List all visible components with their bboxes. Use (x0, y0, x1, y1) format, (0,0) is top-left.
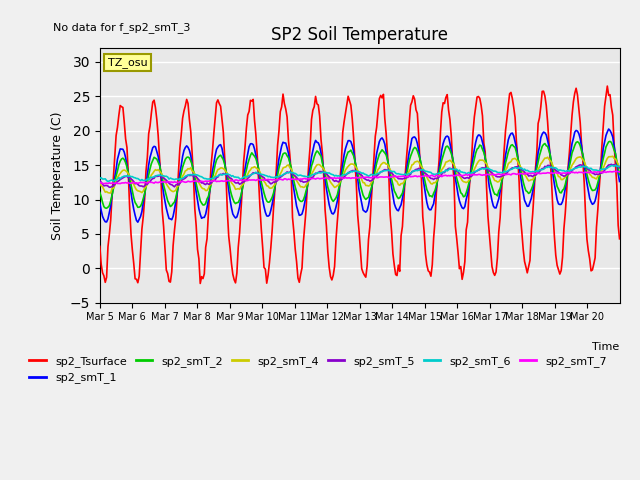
sp2_smT_4 (609, 154, 616, 159)
sp2_smT_5 (614, 164, 622, 169)
sp2_Tsurface (365, 237, 372, 242)
sp2_smT_7 (100, 181, 108, 187)
sp2_smT_6 (96, 176, 104, 181)
sp2_smT_5 (545, 163, 553, 168)
sp2_smT_2 (365, 194, 372, 200)
sp2_smT_7 (468, 172, 476, 178)
sp2_smT_7 (365, 175, 372, 180)
sp2_smT_5 (365, 177, 372, 183)
sp2_smT_4 (365, 183, 372, 189)
sp2_smT_1 (545, 144, 553, 150)
sp2_smT_2 (103, 205, 111, 211)
sp2_smT_6 (612, 162, 620, 168)
Line: sp2_smT_1: sp2_smT_1 (100, 129, 620, 222)
sp2_smT_4 (115, 172, 123, 178)
sp2_smT_7 (115, 180, 123, 186)
sp2_smT_6 (104, 179, 112, 184)
sp2_smT_5 (616, 165, 623, 171)
sp2_smT_1 (616, 179, 623, 184)
sp2_smT_2 (96, 190, 104, 195)
Line: sp2_smT_4: sp2_smT_4 (100, 156, 620, 193)
sp2_smT_1 (96, 200, 104, 206)
sp2_smT_5 (106, 184, 113, 190)
Legend: sp2_Tsurface, sp2_smT_1, sp2_smT_2, sp2_smT_4, sp2_smT_5, sp2_smT_6, sp2_smT_7: sp2_Tsurface, sp2_smT_1, sp2_smT_2, sp2_… (25, 352, 611, 388)
sp2_smT_6 (545, 164, 553, 169)
sp2_Tsurface (604, 83, 611, 89)
sp2_smT_1 (605, 126, 612, 132)
sp2_Tsurface (196, 281, 204, 287)
sp2_smT_4 (468, 171, 476, 177)
sp2_smT_5 (115, 178, 123, 184)
sp2_smT_4 (545, 156, 553, 162)
sp2_smT_1 (614, 171, 622, 177)
sp2_smT_4 (616, 165, 623, 171)
sp2_smT_1 (468, 164, 476, 169)
sp2_smT_2 (545, 148, 553, 154)
Text: Time: Time (592, 342, 620, 352)
sp2_Tsurface (616, 236, 623, 242)
sp2_smT_1 (134, 219, 141, 225)
Line: sp2_smT_5: sp2_smT_5 (100, 164, 620, 187)
sp2_Tsurface (545, 140, 553, 146)
Text: TZ_osu: TZ_osu (108, 57, 147, 68)
sp2_smT_7 (616, 169, 623, 175)
sp2_smT_6 (616, 164, 623, 169)
sp2_smT_2 (131, 200, 139, 205)
Line: sp2_smT_7: sp2_smT_7 (100, 171, 620, 184)
sp2_smT_4 (131, 185, 139, 191)
sp2_smT_2 (616, 172, 623, 178)
Line: sp2_Tsurface: sp2_Tsurface (100, 86, 620, 284)
Line: sp2_smT_6: sp2_smT_6 (100, 165, 620, 181)
sp2_smT_1 (130, 206, 138, 212)
sp2_smT_7 (614, 168, 622, 174)
sp2_smT_5 (468, 173, 476, 179)
sp2_smT_6 (468, 170, 476, 176)
sp2_smT_6 (614, 163, 622, 169)
Text: No data for f_sp2_smT_3: No data for f_sp2_smT_3 (53, 22, 191, 33)
Title: SP2 Soil Temperature: SP2 Soil Temperature (271, 26, 448, 44)
sp2_smT_5 (96, 178, 104, 183)
sp2_Tsurface (96, 243, 104, 249)
sp2_smT_6 (115, 175, 123, 180)
sp2_smT_4 (614, 161, 622, 167)
sp2_smT_7 (96, 180, 104, 186)
Line: sp2_smT_2: sp2_smT_2 (100, 142, 620, 208)
sp2_smT_4 (96, 180, 104, 186)
sp2_smT_7 (131, 180, 139, 186)
sp2_smT_5 (607, 161, 615, 167)
sp2_Tsurface (114, 124, 122, 130)
sp2_smT_2 (468, 168, 476, 174)
sp2_smT_4 (107, 190, 115, 196)
sp2_smT_6 (365, 173, 372, 179)
sp2_smT_1 (114, 156, 122, 162)
sp2_smT_7 (545, 170, 553, 176)
sp2_smT_2 (115, 162, 123, 168)
sp2_Tsurface (468, 155, 476, 160)
sp2_smT_6 (131, 175, 139, 180)
sp2_Tsurface (130, 261, 138, 266)
Y-axis label: Soil Temperature (C): Soil Temperature (C) (51, 111, 64, 240)
sp2_smT_1 (365, 203, 372, 208)
sp2_smT_2 (606, 139, 614, 144)
sp2_smT_2 (614, 165, 622, 170)
sp2_smT_7 (613, 168, 621, 174)
sp2_smT_5 (131, 181, 139, 187)
sp2_Tsurface (614, 223, 622, 228)
